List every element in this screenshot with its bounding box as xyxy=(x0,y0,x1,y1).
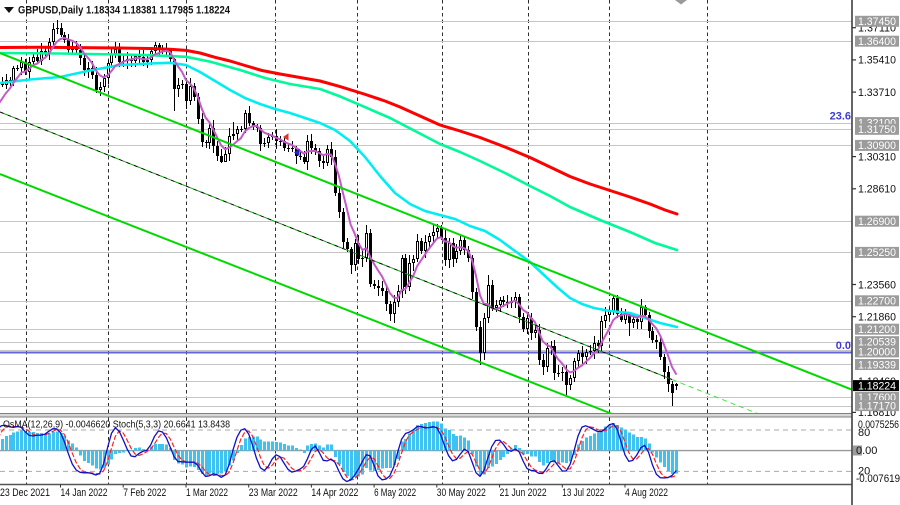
svg-text:1.23560: 1.23560 xyxy=(858,279,896,291)
svg-text:1.17170: 1.17170 xyxy=(858,400,896,412)
svg-text:23.6: 23.6 xyxy=(830,111,851,123)
svg-text:1.30900: 1.30900 xyxy=(858,140,896,152)
svg-text:80: 80 xyxy=(858,427,870,439)
svg-text:1.26900: 1.26900 xyxy=(858,216,896,228)
svg-text:30 May 2022: 30 May 2022 xyxy=(437,487,486,499)
svg-text:1.21200: 1.21200 xyxy=(858,324,896,336)
svg-text:4 Aug 2022: 4 Aug 2022 xyxy=(625,487,668,499)
svg-text:1.31750: 1.31750 xyxy=(858,124,896,136)
svg-text:1.19339: 1.19339 xyxy=(858,359,896,371)
svg-text:23 Dec 2021: 23 Dec 2021 xyxy=(0,487,50,499)
svg-text:1.37450: 1.37450 xyxy=(858,16,896,28)
svg-text:-0.007619: -0.007619 xyxy=(856,473,900,485)
svg-text:0.0075256: 0.0075256 xyxy=(858,419,899,431)
svg-text:23 Mar 2022: 23 Mar 2022 xyxy=(249,487,298,499)
svg-text:14 Jan 2022: 14 Jan 2022 xyxy=(61,487,108,499)
svg-text:1.20539: 1.20539 xyxy=(858,337,896,349)
svg-text:1.30310: 1.30310 xyxy=(858,151,896,163)
svg-text:1.21860: 1.21860 xyxy=(858,312,896,324)
svg-text:0.00: 0.00 xyxy=(856,445,877,457)
svg-text:1.36400: 1.36400 xyxy=(858,36,896,48)
svg-text:1 Mar 2022: 1 Mar 2022 xyxy=(186,487,228,499)
svg-text:20: 20 xyxy=(858,466,870,478)
svg-text:7 Feb 2022: 7 Feb 2022 xyxy=(123,487,166,499)
svg-text:1.28610: 1.28610 xyxy=(858,184,896,196)
svg-text:1.18224: 1.18224 xyxy=(858,380,896,392)
svg-text:GBPUSD,Daily 1.18334 1.18381: GBPUSD,Daily 1.18334 1.18381 1.17985 1.1… xyxy=(18,5,231,17)
svg-text:1.25250: 1.25250 xyxy=(858,247,896,259)
svg-text:1.33710: 1.33710 xyxy=(858,87,896,99)
svg-text:6 May 2022: 6 May 2022 xyxy=(374,487,416,499)
svg-text:1.35410: 1.35410 xyxy=(858,55,896,67)
svg-text:1.20000: 1.20000 xyxy=(858,347,896,359)
svg-text:0.0: 0.0 xyxy=(836,340,851,352)
svg-text:OsMA(12,26,9) -0.0046620 Stoc: OsMA(12,26,9) -0.0046620 Stoch(5,3,3) 20… xyxy=(3,419,230,431)
svg-text:13 Jul 2022: 13 Jul 2022 xyxy=(562,487,604,499)
svg-text:14 Apr 2022: 14 Apr 2022 xyxy=(311,487,358,499)
svg-text:1.22700: 1.22700 xyxy=(858,296,896,308)
svg-text:1.32100: 1.32100 xyxy=(858,117,896,129)
svg-text:21 Jun 2022: 21 Jun 2022 xyxy=(500,487,547,499)
